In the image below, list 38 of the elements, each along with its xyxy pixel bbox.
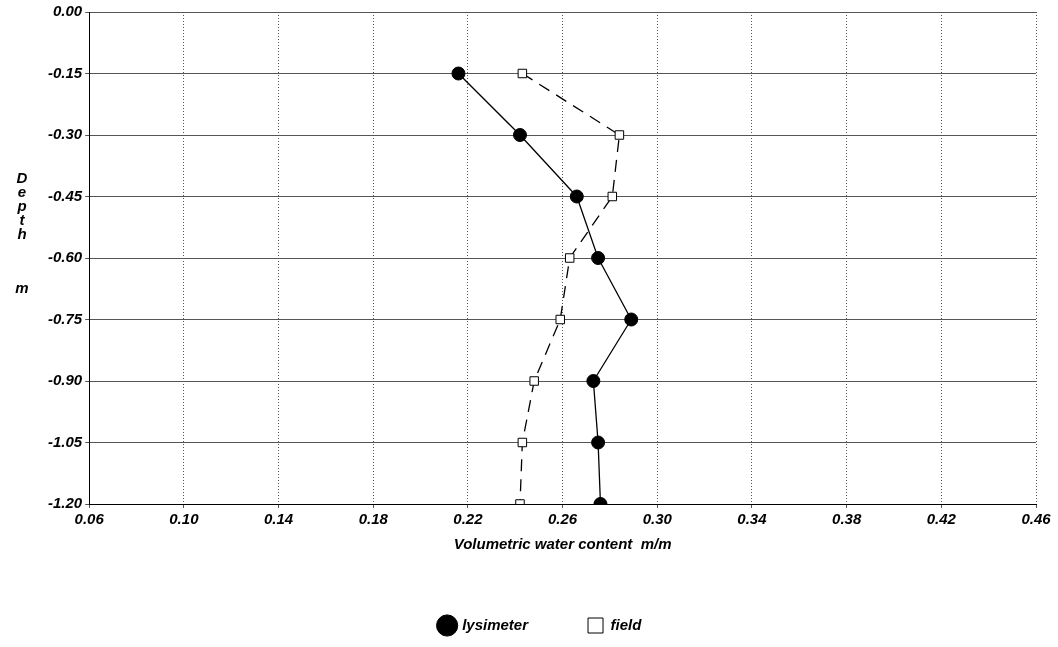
point: [529, 376, 539, 386]
x-tick-label: 0.26: [547, 510, 578, 528]
point: [517, 437, 528, 448]
y-tick-label: -1.20: [47, 494, 83, 512]
point: [624, 312, 639, 327]
legend-label: lysimeter: [462, 615, 530, 633]
x-tick-label: 0.34: [737, 510, 768, 528]
legend-label: field: [610, 615, 643, 633]
y-tick-label: -0.60: [47, 248, 83, 266]
point: [591, 435, 606, 450]
y-tick-label: -0.15: [47, 63, 83, 81]
x-tick-label: 0.30: [642, 510, 673, 528]
y-tick-label: 0.00: [52, 2, 83, 20]
y-tick-label: -0.75: [47, 309, 83, 327]
y-tick-label: -0.45: [47, 186, 83, 204]
x-tick-label: 0.42: [926, 510, 957, 528]
point: [607, 191, 618, 202]
x-tick-label: 0.14: [263, 510, 294, 528]
y-tick-label: -0.90: [47, 371, 83, 389]
point: [517, 68, 528, 79]
point: [512, 128, 527, 142]
y-tick-label: -1.05: [47, 432, 83, 450]
point: [564, 253, 575, 263]
x-axis-title: Volumetric water content m/m: [453, 535, 672, 553]
x-tick-label: 0.06: [74, 510, 105, 528]
y-tick-label: -0.30: [47, 125, 83, 143]
point: [586, 374, 601, 388]
point: [569, 189, 584, 204]
x-tick-label: 0.10: [169, 510, 200, 528]
point: [555, 314, 565, 325]
x-tick-label: 0.18: [358, 510, 389, 528]
text: Depth m: [15, 169, 29, 297]
point: [451, 66, 466, 81]
x-tick-label: 0.38: [832, 510, 862, 528]
x-tick-label: 0.46: [1021, 510, 1052, 528]
point: [591, 251, 606, 265]
x-tick-label: 0.22: [453, 510, 484, 528]
point: [614, 130, 625, 140]
